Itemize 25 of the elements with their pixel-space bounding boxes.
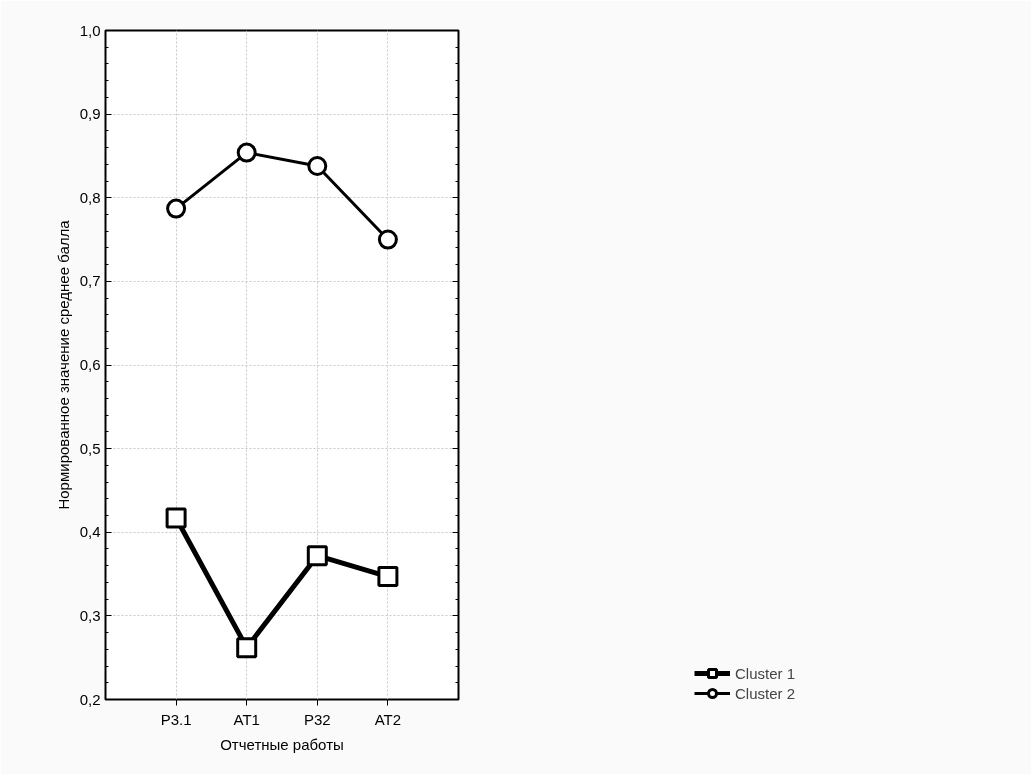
point xyxy=(236,637,258,659)
y-axis-title: Нормированное значение среднее балла xyxy=(54,219,72,510)
x-tick-label: AT1 xyxy=(233,710,260,728)
legend-label: Cluster 2 xyxy=(734,684,796,702)
y-tick-label: 1,0 xyxy=(79,21,101,39)
y-tick-label: 0,7 xyxy=(79,272,101,290)
point xyxy=(307,155,328,176)
y-tick-label: 0,3 xyxy=(79,606,101,624)
point xyxy=(165,507,187,529)
x-tick-label: P32 xyxy=(303,710,331,728)
point xyxy=(306,545,328,567)
x-tick-label: AT2 xyxy=(374,710,402,728)
x-tick-label: P3.1 xyxy=(160,710,192,728)
y-tick-label: 0,6 xyxy=(79,356,101,373)
legend-label: Cluster 1 xyxy=(734,664,796,682)
x-axis-title: Отчетные работы xyxy=(220,735,344,753)
point xyxy=(377,229,398,250)
y-tick-label: 0,8 xyxy=(79,188,101,206)
y-tick-label: 0,2 xyxy=(79,690,101,708)
y-tick-label: 0,4 xyxy=(79,523,101,541)
point xyxy=(236,142,257,163)
point xyxy=(166,198,187,219)
y-tick-label: 0,5 xyxy=(79,439,101,457)
y-tick-label: 0,9 xyxy=(79,105,101,123)
point xyxy=(377,566,399,588)
